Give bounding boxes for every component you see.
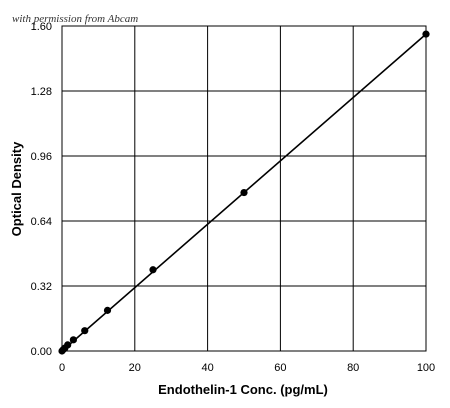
tick-label-layer: 0 20 40 60 80 100 0.00 0.32 0.64 0.96 1.28 1.60 bbox=[31, 21, 436, 374]
y-tick-label: 0.00 bbox=[31, 346, 52, 358]
x-tick-label: 0 bbox=[59, 362, 65, 374]
x-tick-label: 80 bbox=[347, 362, 359, 374]
y-axis-title: Optical Density bbox=[9, 141, 24, 236]
y-tick-label: 0.64 bbox=[31, 216, 52, 228]
series-layer bbox=[58, 30, 430, 355]
y-tick-label: 1.60 bbox=[31, 21, 52, 33]
y-tick-label: 0.32 bbox=[31, 281, 52, 293]
x-tick-label: 40 bbox=[201, 362, 213, 374]
data-point bbox=[81, 327, 89, 335]
plot-frame bbox=[61, 25, 427, 352]
x-tick-label: 20 bbox=[129, 362, 141, 374]
data-point bbox=[240, 188, 248, 197]
y-tick-label: 1.28 bbox=[31, 86, 52, 98]
data-point bbox=[103, 306, 112, 314]
watermark-text: with permission from Abcam bbox=[12, 13, 138, 25]
data-point bbox=[69, 336, 77, 344]
grid-layer bbox=[61, 25, 427, 352]
x-tick-label: 100 bbox=[417, 362, 435, 374]
y-tick-label: 0.96 bbox=[31, 151, 52, 163]
x-tick-label: 60 bbox=[274, 362, 286, 374]
x-axis-title: Endothelin-1 Conc. (pg/mL) bbox=[158, 382, 328, 397]
data-point bbox=[64, 341, 72, 349]
data-point bbox=[149, 266, 157, 274]
data-point bbox=[422, 30, 430, 38]
